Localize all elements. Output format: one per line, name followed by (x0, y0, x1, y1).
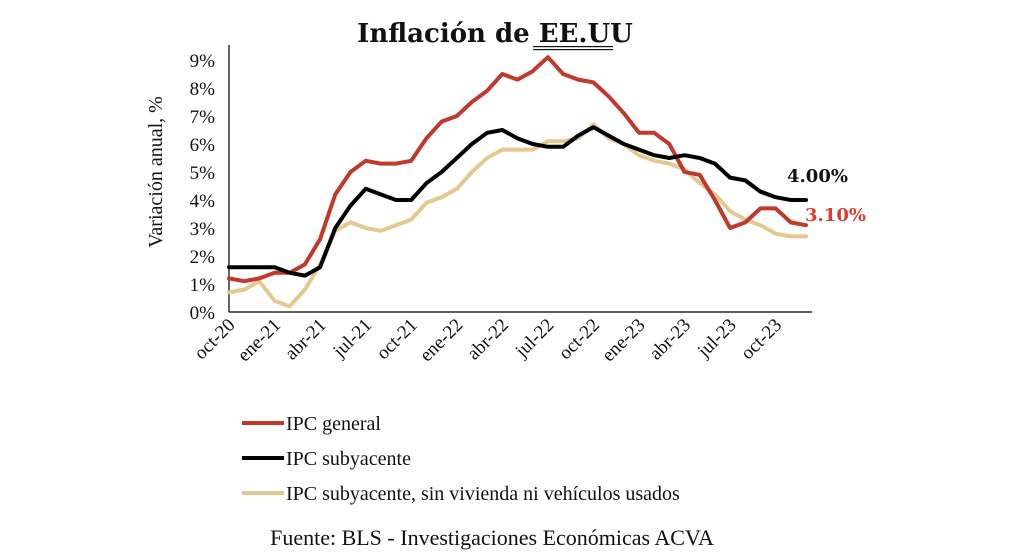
end-label-ipc-subyacente: 4.00% (787, 166, 848, 187)
y-tick-label: 0% (190, 303, 216, 324)
x-tick-label: jul-22 (511, 315, 559, 363)
series-line-ipc-subyacente (227, 125, 808, 278)
legend-label-ipc-general: IPC general (286, 413, 381, 435)
y-tick-label: 8% (190, 79, 216, 100)
x-tick-label: oct-22 (555, 315, 604, 364)
y-tick-label: 3% (190, 219, 216, 240)
source-note: Fuente: BLS - Investigaciones Económicas… (270, 525, 714, 550)
y-tick-label: 6% (190, 135, 216, 156)
legend-label-ipc-subyacente-sin-vivienda: IPC subyacente, sin vivienda ni vehículo… (286, 483, 680, 505)
chart-title: Inflación de EE.UU (357, 19, 633, 49)
y-tick-label: 5% (190, 163, 216, 184)
x-tick-label: abr-22 (463, 315, 513, 365)
x-tick-label: abr-23 (645, 315, 695, 365)
y-axis: 0% 1% 2% 3% 4% 5% 6% 7% 8% 9% (190, 51, 216, 324)
x-tick-label: ene-21 (234, 315, 285, 366)
title-underline-2 (533, 49, 613, 51)
title-underline-1 (533, 46, 613, 48)
end-label-ipc-general: 3.10% (805, 205, 866, 226)
legend-label-ipc-subyacente: IPC subyacente (286, 448, 411, 470)
x-tick-label: ene-23 (598, 315, 649, 366)
x-tick-label: abr-21 (281, 315, 331, 365)
y-tick-label: 7% (190, 107, 216, 128)
x-tick-label: ene-22 (416, 315, 467, 366)
x-tick-label: oct-21 (373, 315, 422, 364)
plot-series (227, 55, 808, 309)
y-tick-label: 4% (190, 191, 216, 212)
x-tick-label: jul-23 (693, 315, 741, 363)
series-line-ipc-general (227, 55, 808, 284)
x-tick-label: jul-21 (329, 315, 377, 363)
x-tick-label: oct-23 (737, 315, 786, 364)
legend: IPC general IPC subyacente IPC subyacente,… (242, 413, 680, 505)
y-axis-label: Variación anual, % (145, 96, 167, 248)
y-tick-label: 9% (190, 51, 216, 72)
y-tick-label: 2% (190, 247, 216, 268)
x-axis: oct-20ene-21abr-21jul-21oct-21ene-22abr-… (190, 315, 786, 366)
series-line-ipc-subyacente-sin-vivienda (227, 122, 808, 309)
y-tick-label: 1% (190, 275, 216, 296)
